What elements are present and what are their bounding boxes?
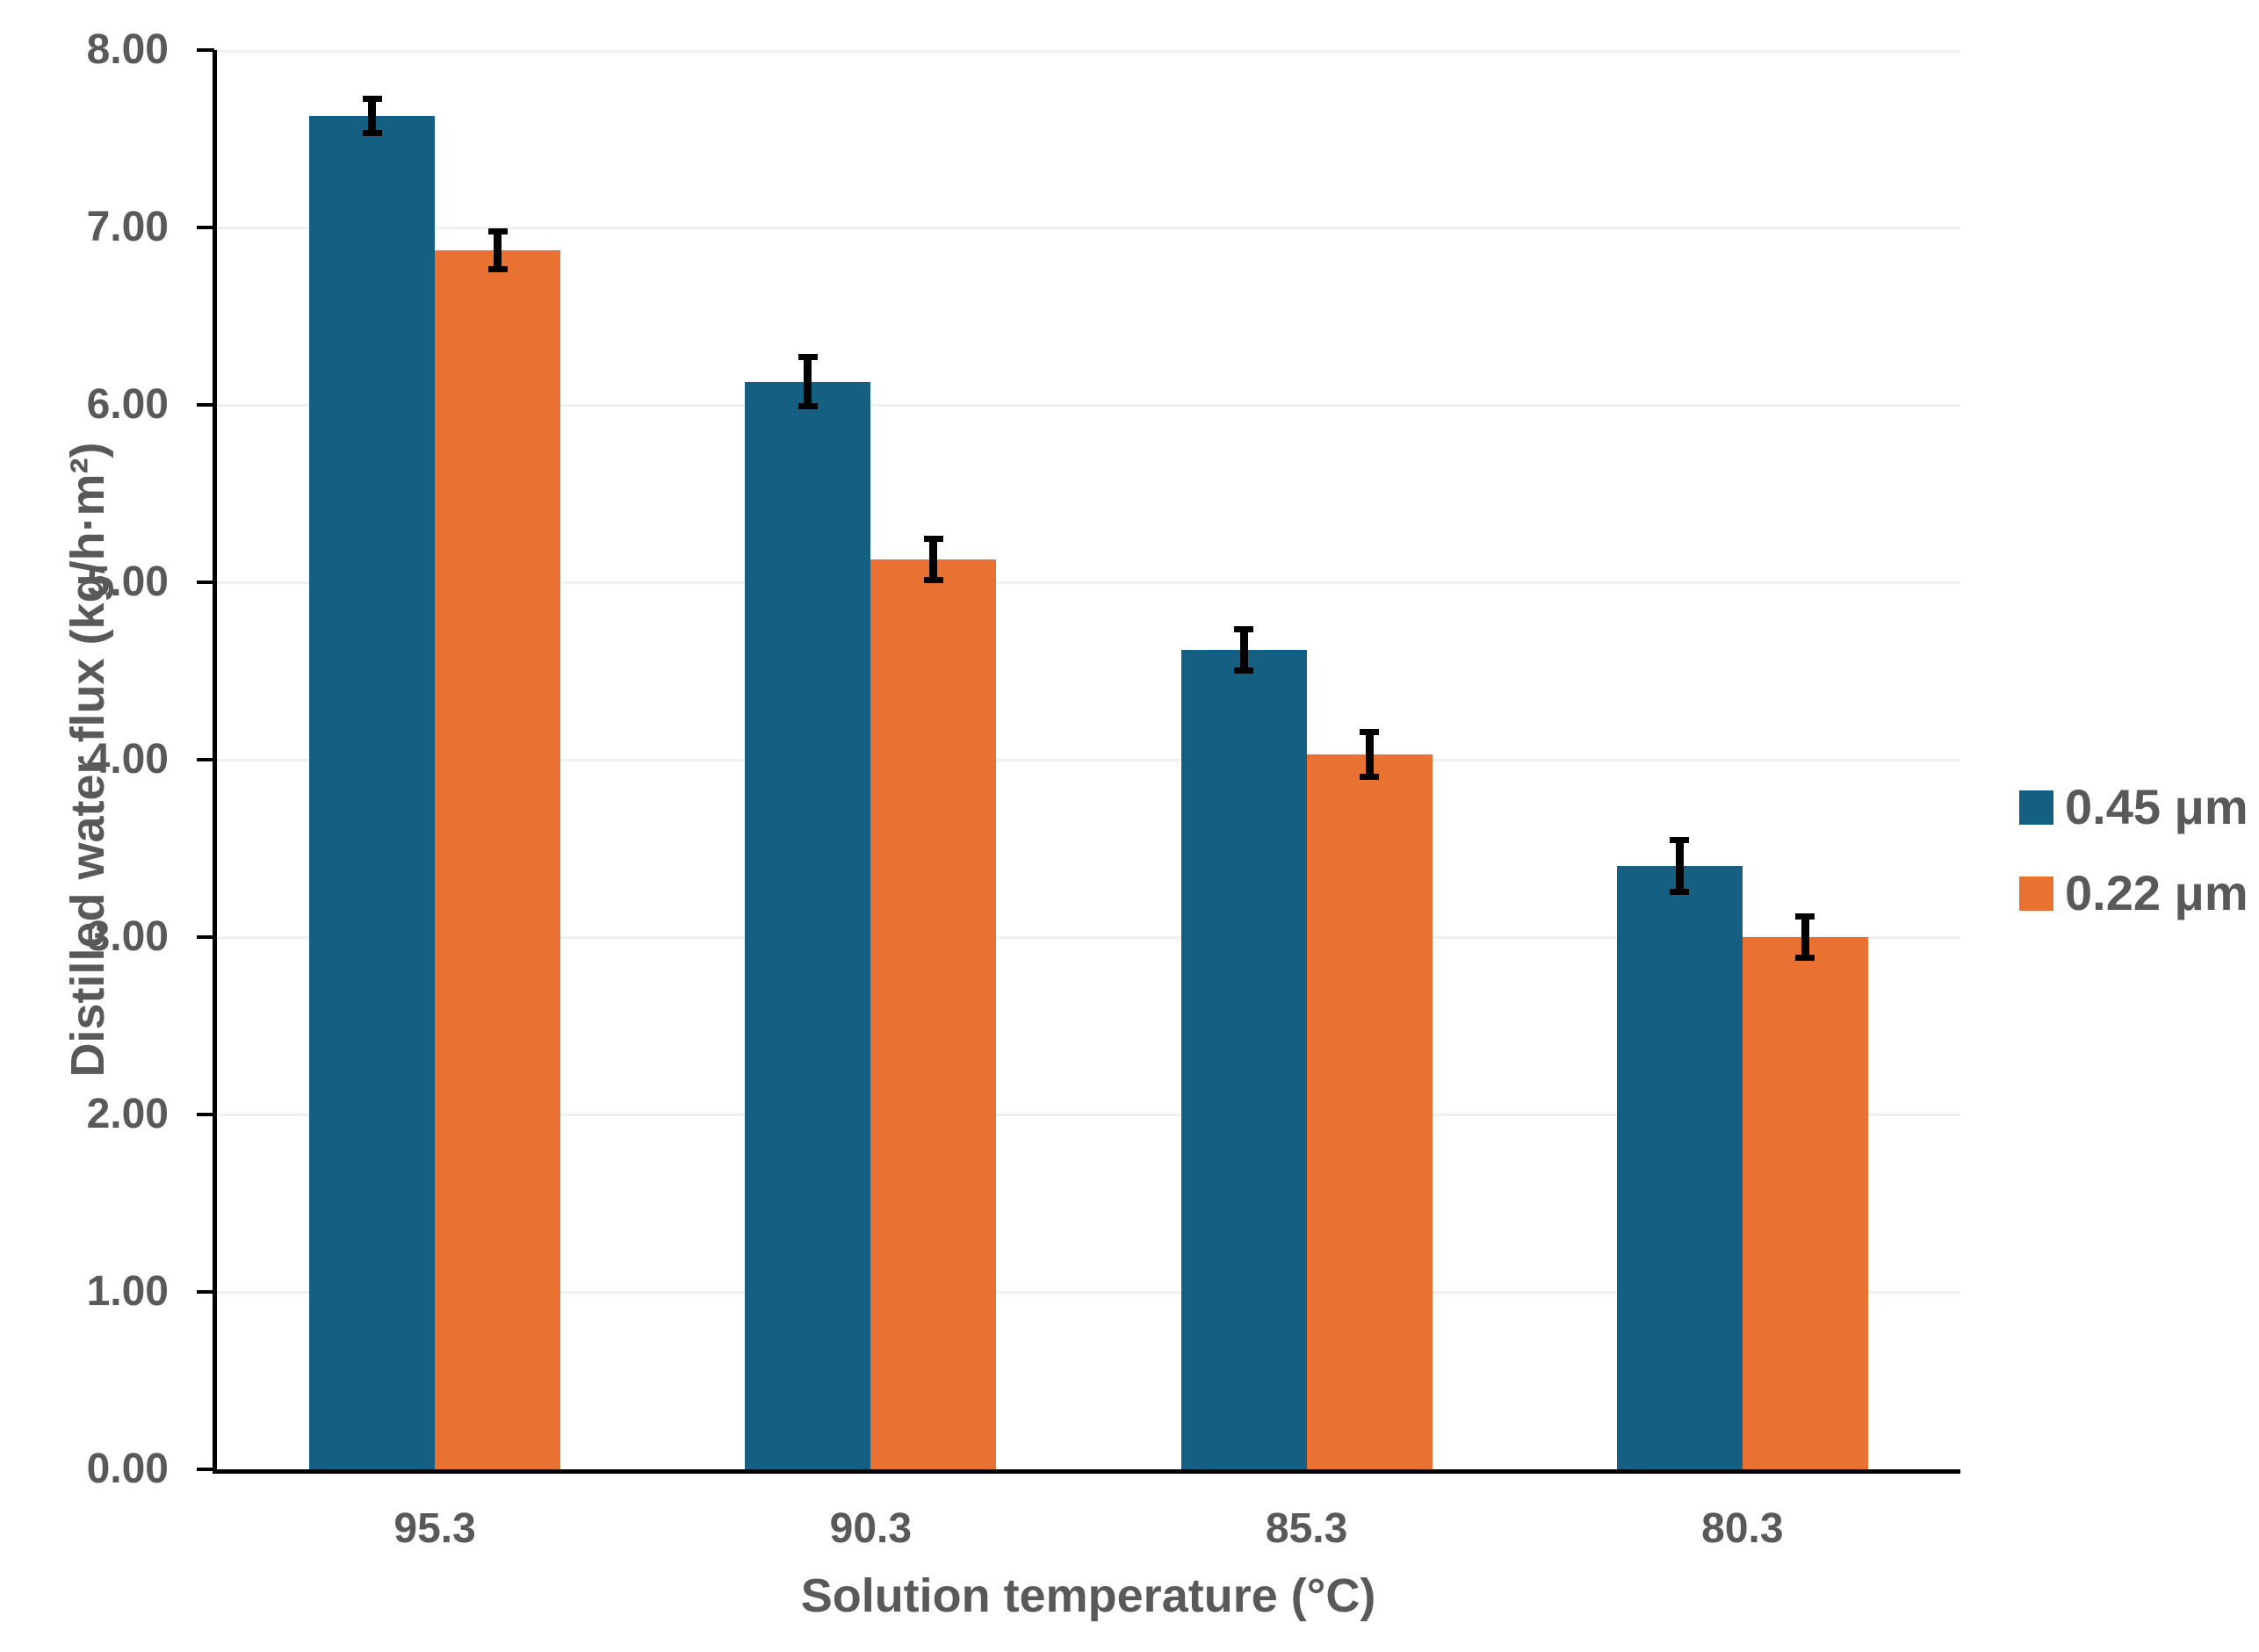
y-tick-mark xyxy=(197,935,214,939)
bar-0.22μm-80.3 xyxy=(1742,937,1868,1469)
y-tick-label: 6.00 xyxy=(86,381,169,428)
gridline-8 xyxy=(217,50,1960,53)
y-tick-mark xyxy=(197,1468,214,1471)
legend-swatch-0.45μm xyxy=(2019,790,2053,825)
error-bar xyxy=(1365,732,1374,776)
y-tick-label: 5.00 xyxy=(86,559,169,605)
y-tick-label: 4.00 xyxy=(86,736,169,783)
gridline-4 xyxy=(217,759,1960,761)
legend-item-0.22μm: 0.22 μm xyxy=(2019,867,2248,920)
legend-swatch-0.22μm xyxy=(2019,876,2053,911)
legend-label: 0.22 μm xyxy=(2065,865,2248,920)
legend-label: 0.45 μm xyxy=(2065,779,2248,834)
gridline-6 xyxy=(217,404,1960,407)
error-bar-cap-bottom xyxy=(487,266,508,273)
bar-0.45μm-90.3 xyxy=(745,381,871,1469)
x-tick-label-95.3: 95.3 xyxy=(393,1505,476,1552)
bar-0.45μm-95.3 xyxy=(309,115,435,1469)
gridline-1 xyxy=(217,1291,1960,1294)
y-tick-mark xyxy=(197,758,214,761)
y-tick-label: 7.00 xyxy=(86,204,169,250)
y-tick-mark xyxy=(197,226,214,229)
y-tick-mark xyxy=(197,581,214,584)
error-bar-cap-top xyxy=(487,228,508,235)
y-tick-mark xyxy=(197,1290,214,1294)
error-bar-cap-top xyxy=(1795,913,1815,920)
y-tick-label: 2.00 xyxy=(86,1091,169,1137)
error-bar xyxy=(494,233,502,269)
gridline-3 xyxy=(217,936,1960,939)
bar-0.45μm-85.3 xyxy=(1180,649,1307,1469)
error-bar-cap-bottom xyxy=(362,129,382,136)
legend-item-0.45μm: 0.45 μm xyxy=(2019,781,2248,833)
x-tick-label-80.3: 80.3 xyxy=(1701,1505,1784,1552)
x-tick-label-85.3: 85.3 xyxy=(1265,1505,1348,1552)
error-bar-cap-bottom xyxy=(1234,667,1253,674)
y-tick-label: 3.00 xyxy=(86,913,169,960)
bar-0.45μm-80.3 xyxy=(1616,866,1743,1469)
error-bar-cap-bottom xyxy=(798,403,818,409)
error-bar-cap-bottom xyxy=(1360,774,1379,781)
gridline-7 xyxy=(217,227,1960,229)
error-bar xyxy=(368,99,376,132)
error-bar-cap-top xyxy=(1670,836,1690,843)
gridline-2 xyxy=(217,1114,1960,1116)
y-tick-label: 8.00 xyxy=(86,26,169,73)
y-tick-label: 0.00 xyxy=(86,1446,169,1492)
y-tick-mark xyxy=(197,1113,214,1116)
y-tick-mark xyxy=(197,48,214,52)
error-bar xyxy=(1675,840,1684,891)
y-tick-mark xyxy=(197,403,214,407)
bar-0.22μm-95.3 xyxy=(435,250,560,1469)
gridline-5 xyxy=(217,581,1960,584)
error-bar-cap-bottom xyxy=(923,576,943,583)
bar-0.22μm-85.3 xyxy=(1306,754,1433,1469)
error-bar xyxy=(804,358,812,405)
error-bar-cap-top xyxy=(798,354,818,361)
plot-area xyxy=(213,50,1960,1474)
x-axis-title: Solution temperature (°C) xyxy=(800,1569,1376,1622)
x-tick-label-90.3: 90.3 xyxy=(829,1505,913,1552)
error-bar xyxy=(929,539,938,579)
error-bar-cap-bottom xyxy=(1670,889,1690,896)
y-tick-label: 1.00 xyxy=(86,1268,169,1315)
error-bar-cap-top xyxy=(1234,625,1253,632)
error-bar xyxy=(1801,917,1809,957)
error-bar xyxy=(1239,630,1248,669)
error-bar-cap-top xyxy=(362,95,382,102)
error-bar-cap-bottom xyxy=(1795,955,1815,962)
error-bar-cap-top xyxy=(1360,728,1379,735)
error-bar-cap-top xyxy=(923,535,943,542)
bar-0.22μm-90.3 xyxy=(870,559,997,1469)
